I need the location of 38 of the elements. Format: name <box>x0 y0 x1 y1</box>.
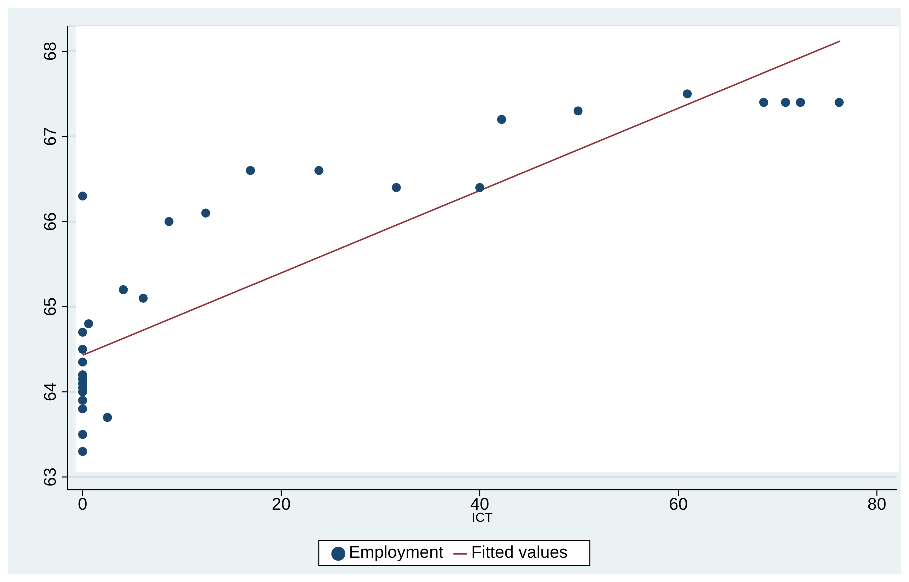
point <box>78 358 88 367</box>
point <box>497 115 506 124</box>
y-tick-label: 67 <box>41 127 60 146</box>
point <box>834 98 844 108</box>
x-tick-label: 0 <box>78 495 88 514</box>
point <box>759 98 768 108</box>
point <box>138 294 148 303</box>
point <box>476 183 485 192</box>
point <box>781 98 790 108</box>
point <box>119 285 128 294</box>
x-axis-title: ICT <box>472 510 494 525</box>
y-tick-label: 68 <box>41 42 60 61</box>
point <box>78 396 88 406</box>
point <box>246 166 256 176</box>
point <box>574 106 583 116</box>
x-tick-label: 20 <box>272 495 291 514</box>
point <box>201 208 211 218</box>
point <box>392 183 402 192</box>
x-tick-label: 60 <box>669 495 688 514</box>
y-tick-label: 66 <box>41 212 60 232</box>
point <box>796 98 806 108</box>
y-tick-label: 65 <box>41 297 60 316</box>
legend-label: Employment <box>349 543 444 562</box>
point <box>84 319 94 328</box>
point <box>78 447 88 456</box>
point <box>78 430 88 440</box>
x-tick-label: 80 <box>868 495 887 514</box>
point <box>314 166 324 176</box>
point <box>78 192 88 201</box>
y-tick-label: 63 <box>41 468 60 487</box>
point <box>103 413 112 422</box>
point <box>78 345 88 354</box>
y-tick-label: 64 <box>41 382 60 402</box>
point <box>78 404 88 414</box>
point <box>78 328 88 337</box>
point <box>683 90 692 99</box>
legend-label: Fitted values <box>472 543 568 562</box>
point <box>164 217 174 226</box>
